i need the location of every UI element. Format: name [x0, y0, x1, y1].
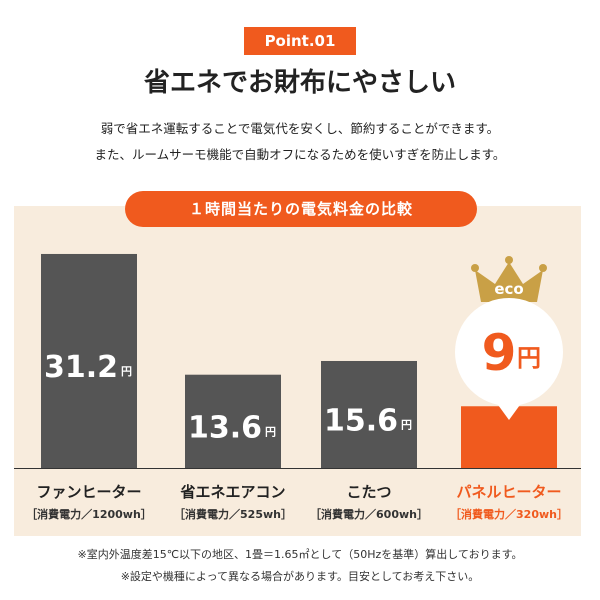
unit-label-3: 円 — [401, 418, 412, 431]
footnote-2: ※設定や機種によって異なる場合があります。目安としてお考え下さい。 — [120, 570, 480, 583]
value-label-3: 15.6 — [324, 403, 398, 438]
chart-baseline — [14, 468, 581, 469]
crown-icon — [475, 262, 543, 302]
crown-jewel-right — [539, 264, 547, 272]
headline: 省エネでお財布にやさしい — [143, 68, 456, 98]
sublabel-3: ［消費電力／600wh］ — [310, 507, 428, 521]
unit-label-4: 円 — [517, 344, 541, 372]
unit-label-2: 円 — [265, 425, 276, 438]
value-label-4: 9 — [482, 324, 517, 382]
chart-title: １時間当たりの電気料金の比較 — [125, 191, 477, 227]
bar-3 — [321, 360, 417, 468]
value-bubble — [455, 298, 563, 406]
crown-jewel-left — [471, 264, 479, 272]
eco-badge-label: eco — [494, 280, 523, 298]
value-bubble-tail — [493, 398, 525, 420]
crown-jewel-center — [505, 256, 513, 264]
footnote-1: ※室内外温度差15℃以下の地区、1畳＝1.65㎡として（50Hzを基準）算出して… — [77, 548, 523, 561]
sublabel-2: ［消費電力／525wh］ — [174, 507, 292, 521]
category-label-3: こたつ — [346, 483, 391, 501]
category-label-2: 省エネエアコン — [179, 483, 285, 501]
value-label-1: 31.2 — [44, 350, 118, 385]
point-badge: Point.01 — [244, 27, 356, 55]
bar-2 — [185, 374, 281, 468]
sublabel-1: ［消費電力／1200wh］ — [26, 507, 152, 521]
description-line-1: 弱で省エネ運転することで電気代を安くし、節約することができます。 — [100, 121, 500, 136]
description-line-2: また、ルームサーモ機能で自動オフになるためを使いすぎを防止します。 — [94, 147, 506, 162]
category-label-1: ファンヒーター — [36, 483, 141, 501]
unit-label-1: 円 — [121, 365, 132, 378]
sublabel-4: ［消費電力／320wh］ — [450, 507, 568, 521]
bar-1 — [41, 253, 137, 468]
category-label-4: パネルヒーター — [456, 483, 561, 501]
value-label-2: 13.6 — [188, 410, 262, 445]
